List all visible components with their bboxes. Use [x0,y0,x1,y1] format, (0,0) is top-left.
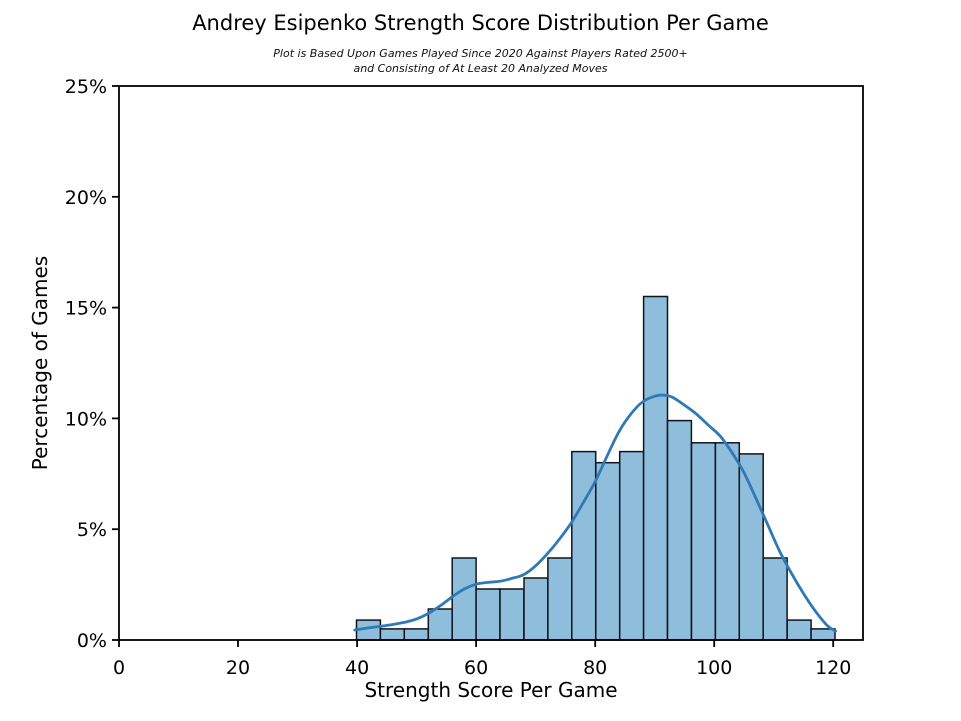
chart-subtitle-line-2: and Consisting of At Least 20 Analyzed M… [353,62,608,75]
histogram-bar [427,608,453,641]
histogram-bar [786,619,812,641]
x-tick-label: 60 [464,657,488,679]
x-axis-label: Strength Score Per Game [364,678,618,702]
histogram-bar [571,450,597,641]
histogram-bar [475,588,501,641]
histogram-bar [810,628,836,641]
x-tick-label: 0 [113,657,125,679]
chart-subtitle: Plot is Based Upon Games Played Since 20… [0,46,961,76]
y-tick-label: 0% [77,630,107,652]
y-tick-label: 5% [77,519,107,541]
histogram-bar [595,461,621,641]
y-tick-label: 25% [65,76,107,98]
histogram-bar [618,450,645,641]
y-tick-label: 15% [65,298,107,320]
x-tick-label: 100 [696,657,732,679]
histogram-bar [642,295,669,641]
histogram-bar [379,628,406,641]
x-tick-label: 80 [583,657,607,679]
histogram-bar [547,557,573,641]
histogram-bar [523,577,549,641]
x-tick-label: 20 [226,657,250,679]
chart-subtitle-line-1: Plot is Based Upon Games Played Since 20… [273,47,688,60]
y-tick-label: 20% [65,187,107,209]
histogram-bar [738,453,764,641]
histogram-bar [714,442,741,641]
histogram-bar [499,588,525,641]
kde-curve [353,393,837,633]
plot-border [118,85,864,641]
histogram-bar [690,442,717,641]
histogram-bar [762,557,788,641]
histogram-bar [403,628,429,641]
x-tick-label: 120 [815,657,851,679]
x-tick-label: 40 [345,657,369,679]
y-axis-label: Percentage of Games [28,255,52,471]
y-tick-label: 10% [65,408,107,430]
histogram-bar [666,419,693,641]
chart-title: Andrey Esipenko Strength Score Distribut… [192,11,769,35]
histogram-bar [451,557,477,641]
